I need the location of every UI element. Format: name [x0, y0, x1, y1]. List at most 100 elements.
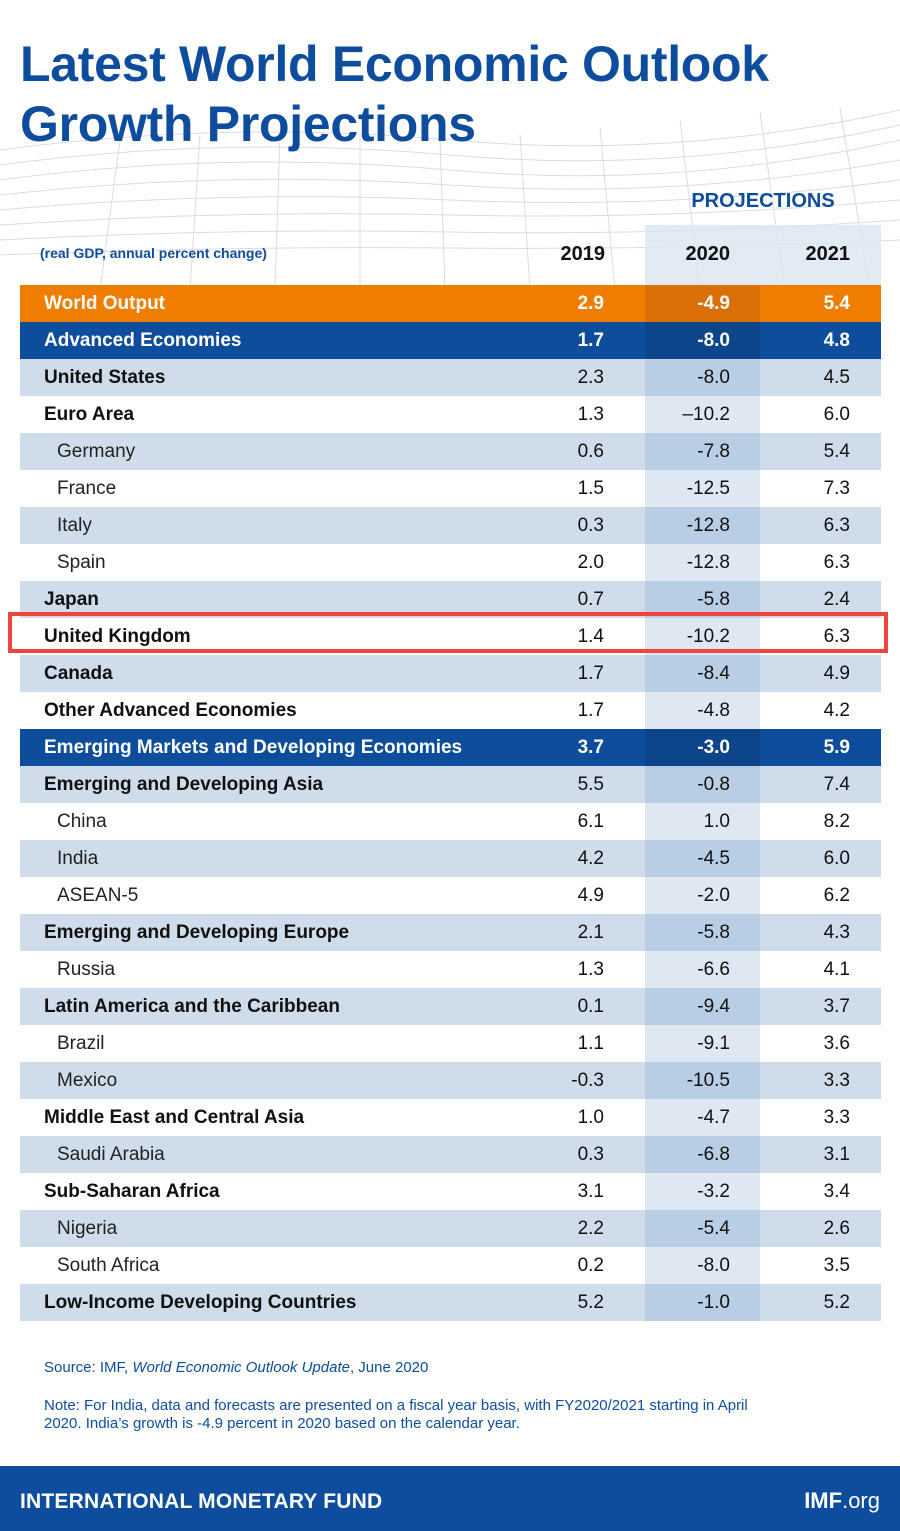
table-row: France 1.5 -12.5 7.3	[20, 470, 881, 507]
source-note: Source: IMF, World Economic Outlook Upda…	[44, 1359, 428, 1376]
footnote: Note: For India, data and forecasts are …	[44, 1397, 748, 1432]
value-2020: -9.4	[697, 995, 730, 1017]
value-2020: -6.6	[697, 958, 730, 980]
value-2020: -3.0	[697, 736, 730, 758]
row-label: China	[57, 810, 107, 832]
table-row: Brazil 1.1 -9.1 3.6	[20, 1025, 881, 1062]
value-2020: -6.8	[697, 1143, 730, 1165]
value-2020: -10.2	[686, 625, 730, 647]
value-2019: -0.3	[571, 1069, 604, 1091]
value-2020: -12.5	[686, 477, 730, 499]
projection-cell-shade	[645, 1062, 760, 1099]
row-label: Russia	[57, 958, 116, 980]
value-2019: 3.7	[577, 736, 604, 758]
value-2021: 7.4	[823, 773, 850, 795]
table-row: ASEAN-5 4.9 -2.0 6.2	[20, 877, 881, 914]
row-label: Advanced Economies	[44, 329, 242, 351]
value-2019: 1.3	[577, 403, 604, 425]
value-2020: -3.2	[697, 1180, 730, 1202]
value-2019: 2.1	[577, 921, 604, 943]
column-header-2019: 2019	[560, 243, 606, 265]
table-row: Japan 0.7 -5.8 2.4	[20, 581, 881, 618]
value-2021: 4.1	[823, 958, 850, 980]
table-row: Mexico -0.3 -10.5 3.3	[20, 1062, 881, 1099]
table-row: Advanced Economies 1.7 -8.0 4.8	[20, 322, 881, 359]
table-row: Nigeria 2.2 -5.4 2.6	[20, 1210, 881, 1247]
row-label: Italy	[57, 514, 92, 536]
row-label: Emerging and Developing Europe	[44, 921, 350, 943]
page-title: Latest World Economic Outlook Growth Pro…	[20, 34, 769, 154]
value-2019: 5.5	[577, 773, 604, 795]
value-2021: 4.5	[823, 366, 850, 388]
table-row: Low-Income Developing Countries 5.2 -1.0 5.…	[20, 1284, 881, 1321]
highlight-box	[8, 612, 888, 653]
projection-cell-shade	[645, 470, 760, 507]
projection-cell-shade	[645, 766, 760, 803]
row-label: Latin America and the Caribbean	[44, 995, 340, 1017]
value-2020: -4.7	[697, 1106, 730, 1128]
projection-cell-shade	[645, 877, 760, 914]
value-2020: 1.0	[703, 810, 730, 832]
value-2019: 4.2	[577, 847, 604, 869]
projection-cell-shade	[645, 692, 760, 729]
value-2019: 1.5	[577, 477, 604, 499]
projection-cell-shade	[645, 507, 760, 544]
projection-cell-shade	[645, 618, 760, 655]
title-line-1: Latest World Economic Outlook	[20, 36, 769, 92]
row-label: Emerging Markets and Developing Economie…	[44, 736, 463, 758]
column-header-2021: 2021	[805, 243, 851, 265]
value-2020: -8.0	[697, 366, 730, 388]
projection-cell-shade	[645, 396, 760, 433]
value-2021: 3.5	[823, 1254, 850, 1276]
value-2019: 1.0	[577, 1106, 604, 1128]
projection-cell-shade	[645, 729, 760, 766]
value-2020: -0.8	[697, 773, 730, 795]
value-2019: 1.4	[577, 625, 604, 647]
value-2021: 8.2	[823, 810, 850, 832]
value-2021: 3.6	[823, 1032, 850, 1054]
row-label: Canada	[44, 662, 113, 684]
value-2021: 5.9	[823, 736, 850, 758]
table-row: Emerging and Developing Asia 5.5 -0.8 7.4	[20, 766, 881, 803]
value-2021: 3.1	[823, 1143, 850, 1165]
value-2019: 1.7	[577, 662, 604, 684]
row-label: World Output	[44, 292, 166, 314]
value-2021: 6.3	[823, 551, 850, 573]
footer-bar: INTERNATIONAL MONETARY FUND IMF.org	[0, 1466, 900, 1531]
website-bold: IMF	[804, 1488, 843, 1513]
units-label: (real GDP, annual percent change)	[40, 245, 267, 261]
row-label: United Kingdom	[44, 625, 191, 647]
value-2019: 3.1	[577, 1180, 604, 1202]
value-2020: -12.8	[686, 514, 730, 536]
growth-table: World Output 2.9 -4.9 5.4 Advanced Economies…	[20, 285, 881, 1321]
value-2021: 4.3	[823, 921, 850, 943]
row-label: South Africa	[57, 1254, 160, 1276]
source-prefix: Source: IMF,	[44, 1359, 133, 1376]
projection-cell-shade	[645, 1173, 760, 1210]
value-2020: -5.4	[697, 1217, 730, 1239]
value-2020: -2.0	[697, 884, 730, 906]
value-2021: 3.3	[823, 1106, 850, 1128]
value-2019: 1.7	[577, 699, 604, 721]
table-row: Russia 1.3 -6.6 4.1	[20, 951, 881, 988]
value-2020: -9.1	[697, 1032, 730, 1054]
table-row: Canada 1.7 -8.4 4.9	[20, 655, 881, 692]
value-2021: 5.2	[823, 1291, 850, 1313]
row-label: Low-Income Developing Countries	[44, 1291, 357, 1313]
table-row: Middle East and Central Asia 1.0 -4.7 3.3	[20, 1099, 881, 1136]
value-2019: 5.2	[577, 1291, 604, 1313]
row-label: Spain	[57, 551, 106, 573]
projection-cell-shade	[645, 1025, 760, 1062]
projection-cell-shade	[645, 1136, 760, 1173]
row-label: Sub-Saharan Africa	[44, 1180, 220, 1202]
row-label: Middle East and Central Asia	[44, 1106, 305, 1128]
value-2019: 6.1	[577, 810, 604, 832]
source-suffix: , June 2020	[349, 1359, 429, 1376]
website-rest: .org	[842, 1488, 880, 1513]
value-2021: 5.4	[823, 440, 850, 462]
row-label: ASEAN-5	[57, 884, 139, 906]
projection-cell-shade	[645, 655, 760, 692]
website-link[interactable]: IMF.org	[804, 1488, 880, 1514]
projection-cell-shade	[645, 433, 760, 470]
value-2021: 6.0	[823, 403, 850, 425]
